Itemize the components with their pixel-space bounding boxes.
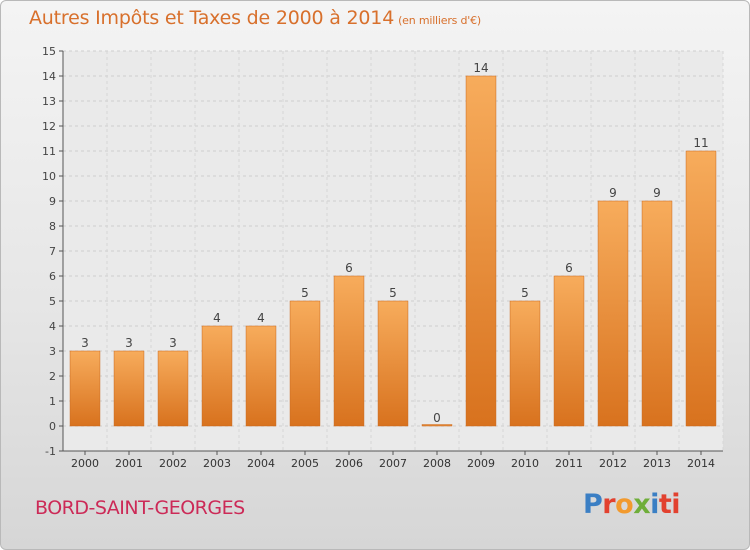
data-label: 0 [433,411,441,425]
y-tick-label: 14 [42,70,56,83]
x-tick-label: 2000 [71,457,99,470]
y-tick-label: 4 [49,320,56,333]
y-tick-label: 10 [42,170,56,183]
bar [553,275,585,427]
x-tick-label: 2013 [643,457,671,470]
y-tick-label: 11 [42,145,56,158]
x-tick-label: 2011 [555,457,583,470]
bar [201,325,233,427]
location-name: BORD-SAINT-GEORGES [35,497,245,519]
x-tick-label: 2014 [687,457,715,470]
data-label: 5 [301,286,309,300]
y-tick-label: 15 [42,45,56,58]
data-label: 4 [257,311,265,325]
bar [641,200,673,427]
bar [245,325,277,427]
bar [685,150,717,427]
chart-subtitle: (en milliers d'€) [398,14,481,27]
data-label: 11 [693,136,708,150]
logo-letter: o [615,489,634,520]
y-tick-label: -1 [45,445,56,458]
y-tick-label: 9 [49,195,56,208]
y-tick-label: 0 [49,420,56,433]
data-label: 3 [169,336,177,350]
bars [69,75,717,427]
data-label: 14 [473,61,488,75]
y-tick-label: 3 [49,345,56,358]
y-tick-label: 12 [42,120,56,133]
bar [69,350,101,427]
x-tick-label: 2001 [115,457,143,470]
data-label: 6 [345,261,353,275]
data-label: 9 [609,186,617,200]
data-label: 3 [125,336,133,350]
logo-letter: x [633,489,651,520]
x-tick-label: 2009 [467,457,495,470]
x-tick-label: 2005 [291,457,319,470]
x-tick-label: 2008 [423,457,451,470]
y-tick-label: 7 [49,245,56,258]
x-tick-label: 2012 [599,457,627,470]
data-label: 6 [565,261,573,275]
y-tick-label: 2 [49,370,56,383]
bar [289,300,321,427]
bar [509,300,541,427]
data-label: 4 [213,311,221,325]
y-tick-label: 5 [49,295,56,308]
bar [597,200,629,427]
data-label: 5 [389,286,397,300]
logo-letter: P [583,489,603,520]
logo-letter: ti [658,489,681,520]
proxiti-logo[interactable]: Proxiti [583,489,681,520]
x-tick-label: 2004 [247,457,275,470]
logo-letter: r [602,489,616,520]
y-tick-label: 8 [49,220,56,233]
bar [333,275,365,427]
bar [113,350,145,427]
data-label: 9 [653,186,661,200]
x-tick-label: 2006 [335,457,363,470]
data-label: 3 [81,336,89,350]
bar [377,300,409,427]
chart-title-text: Autres Impôts et Taxes de 2000 à 2014 [29,7,395,29]
bar [157,350,189,427]
data-label: 5 [521,286,529,300]
bar [465,75,497,427]
y-tick-label: 1 [49,395,56,408]
x-tick-label: 2010 [511,457,539,470]
logo-letter: i [650,489,659,520]
y-tick-label: 6 [49,270,56,283]
data-labels: 3 3 3 4 4 5 6 5 0 14 5 6 9 9 11 [81,61,708,425]
x-tick-label: 2003 [203,457,231,470]
x-tick-label: 2007 [379,457,407,470]
bar [421,424,453,427]
y-tick-label: 13 [42,95,56,108]
x-tick-label: 2002 [159,457,187,470]
chart-title: Autres Impôts et Taxes de 2000 à 2014 (en… [29,7,481,29]
